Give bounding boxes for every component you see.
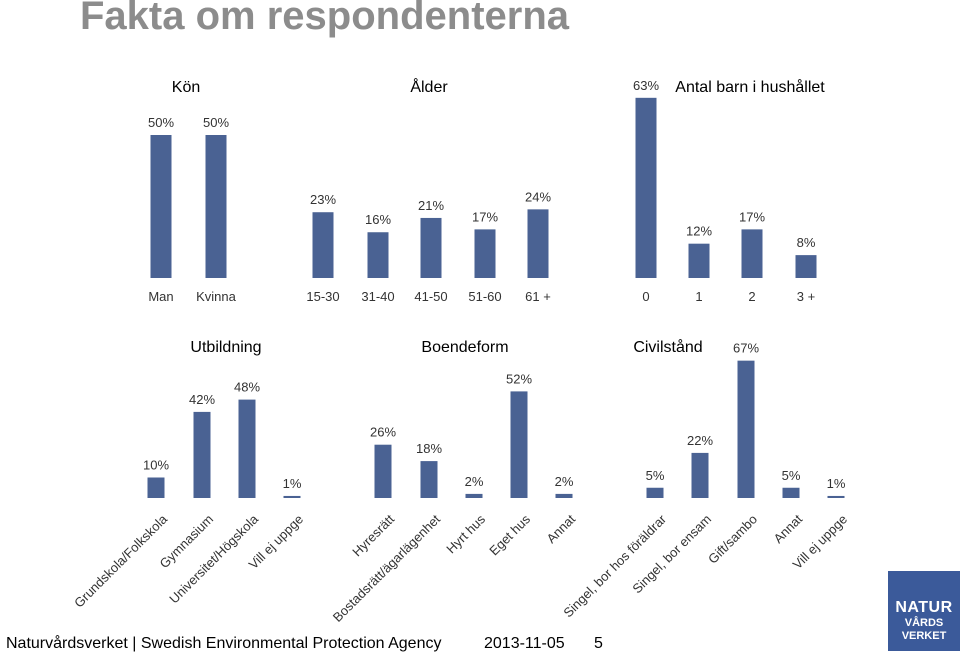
data-label-1-0: 23% [310, 192, 336, 207]
bar-3-1 [193, 411, 211, 498]
data-label-4-4: 2% [555, 474, 574, 489]
data-label-3-0: 10% [143, 458, 169, 473]
bar-1-0 [312, 212, 334, 278]
chart-title-3: Utbildning [190, 339, 261, 356]
bar-3-0 [147, 477, 165, 498]
logo-line-3: VERKET [901, 630, 947, 642]
data-label-2-1: 12% [686, 224, 712, 239]
data-label-1-2: 21% [418, 198, 444, 213]
bar-4-0 [374, 444, 392, 498]
logo-line-2: VÅRDS [904, 617, 944, 629]
bar-1-1 [367, 232, 389, 278]
category-label-2-2: 2 [748, 289, 755, 304]
bar-0-0 [150, 135, 172, 278]
category-label-1-4: 61 + [525, 289, 551, 304]
data-label-5-4: 1% [827, 476, 846, 491]
data-label-3-3: 1% [283, 476, 302, 491]
category-label-0-1: Kvinna [196, 289, 237, 304]
footer-page-number: 5 [594, 635, 603, 652]
category-label-5-3: Annat [770, 511, 805, 546]
chart-title-5: Civilstånd [633, 338, 702, 356]
category-label-1-0: 15-30 [306, 289, 339, 304]
bar-3-2 [238, 399, 256, 498]
bar-5-4 [827, 495, 845, 498]
bar-2-3 [795, 255, 817, 278]
category-label-4-2: Hyrt hus [443, 511, 488, 556]
data-label-5-3: 5% [782, 468, 801, 483]
chart-title-4: Boendeform [421, 339, 508, 356]
data-label-0-0: 50% [148, 115, 174, 130]
bar-0-1 [205, 135, 227, 278]
data-label-2-2: 17% [739, 209, 765, 224]
category-label-4-0: Hyresrätt [349, 511, 397, 559]
bar-1-3 [474, 229, 496, 278]
footer-org: Naturvårdsverket | Swedish Environmental… [6, 635, 442, 652]
chart-title-0: Kön [172, 79, 200, 96]
data-label-1-1: 16% [365, 212, 391, 227]
data-label-4-3: 52% [506, 371, 532, 386]
bar-4-4 [555, 493, 573, 498]
data-label-4-2: 2% [465, 474, 484, 489]
naturvardsverket-logo: NATUR VÅRDS VERKET [888, 571, 960, 651]
bar-1-4 [527, 209, 549, 278]
bar-4-1 [420, 461, 438, 498]
page-title: Fakta om respondenterna [80, 0, 570, 38]
category-label-5-1: Singel, bor ensam [629, 512, 714, 597]
bar-5-2 [737, 360, 755, 498]
logo-line-1: NATUR [895, 599, 953, 616]
bar-5-1 [691, 452, 709, 498]
chart-title-2: Antal barn i hushållet [675, 78, 825, 96]
bar-5-0 [646, 487, 664, 498]
category-label-4-3: Eget hus [486, 511, 533, 558]
data-label-4-0: 26% [370, 425, 396, 440]
category-label-2-0: 0 [642, 289, 649, 304]
bar-2-2 [741, 229, 763, 278]
data-label-1-3: 17% [472, 209, 498, 224]
category-label-1-2: 41-50 [414, 289, 447, 304]
footer-date: 2013-11-05 [484, 635, 565, 652]
bar-4-3 [510, 391, 528, 498]
category-label-1-3: 51-60 [468, 289, 501, 304]
category-label-4-4: Annat [543, 511, 578, 546]
data-label-3-2: 48% [234, 380, 260, 395]
data-label-3-1: 42% [189, 392, 215, 407]
bar-5-3 [782, 487, 800, 498]
bar-4-2 [465, 493, 483, 498]
category-label-2-1: 1 [695, 289, 702, 304]
data-label-5-0: 5% [646, 468, 665, 483]
data-label-2-3: 8% [797, 235, 816, 250]
data-label-2-0: 63% [633, 78, 659, 93]
category-label-5-2: Gift/sambo [705, 512, 760, 567]
bar-1-2 [420, 217, 442, 278]
data-label-5-1: 22% [687, 433, 713, 448]
category-label-2-3: 3 + [797, 289, 815, 304]
bar-3-3 [283, 495, 301, 498]
category-label-1-1: 31-40 [361, 289, 394, 304]
bar-2-0 [635, 97, 657, 278]
chart-title-1: Ålder [410, 77, 448, 96]
bar-2-1 [688, 243, 710, 278]
data-label-1-4: 24% [525, 189, 551, 204]
data-label-4-1: 18% [416, 441, 442, 456]
data-label-0-1: 50% [203, 115, 229, 130]
data-label-5-2: 67% [733, 341, 759, 356]
category-label-0-0: Man [148, 289, 173, 304]
